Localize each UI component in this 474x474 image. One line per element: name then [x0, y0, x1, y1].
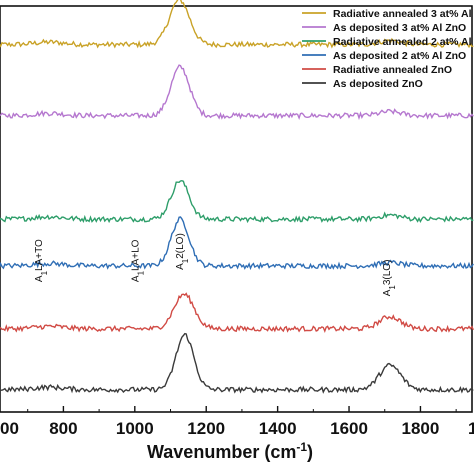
- peak-annotation-2: A1LA+LO: [130, 239, 145, 282]
- legend-label: Radiative annealed 3 at% Al ZnO: [333, 8, 474, 20]
- legend-entry-1: Radiative annealed 3 at% Al ZnO: [302, 8, 474, 20]
- legend-label: As deposited 2 at% Al ZnO: [333, 50, 466, 62]
- plot-frame: [0, 5, 473, 413]
- series-line-6: [0, 332, 474, 394]
- series-line-2: [0, 64, 474, 121]
- peak-annotation-4: A13(LO): [382, 260, 397, 297]
- x-tick-label-1200: 1200: [187, 419, 225, 438]
- legend: Radiative annealed 3 at% Al ZnO As deposi…: [302, 8, 474, 90]
- legend-entry-6: As deposited ZnO: [302, 78, 423, 90]
- legend-entry-3: Radiative annealed 2 at% Al ZnO: [302, 36, 474, 48]
- x-tick-label-1600: 1600: [330, 419, 368, 438]
- series-line-3: [0, 179, 474, 224]
- legend-label: As deposited 3 at% Al ZnO: [333, 22, 466, 34]
- legend-entry-4: As deposited 2 at% Al ZnO: [302, 50, 466, 62]
- x-axis-title-superscript: -1: [296, 440, 307, 454]
- x-axis-title: Wavenumber (cm-1): [147, 440, 313, 462]
- series-line-5: [0, 292, 474, 334]
- plot-area: [0, 5, 473, 413]
- legend-label: Radiative annealed 2 at% Al ZnO: [333, 36, 474, 48]
- x-tick-label-1400: 1400: [259, 419, 297, 438]
- legend-label: Radiative annealed ZnO: [333, 64, 452, 76]
- peak-annotation-3: A12(LO): [175, 233, 190, 270]
- series-layer: [0, 0, 474, 394]
- series-line-1: [0, 0, 474, 49]
- x-tick-label-partial-left: 00: [0, 419, 19, 438]
- x-axis: 800 1000 1200 1400 1600 1800 00 1: [0, 406, 474, 438]
- x-tick-label-1800: 1800: [402, 419, 440, 438]
- x-tick-label-800: 800: [49, 419, 77, 438]
- x-tick-label-partial-right: 1: [468, 419, 474, 438]
- x-tick-label-1000: 1000: [116, 419, 154, 438]
- x-axis-title-end: ): [307, 442, 313, 462]
- legend-label: As deposited ZnO: [333, 78, 423, 90]
- x-axis-title-text: Wavenumber (cm: [147, 442, 296, 462]
- peak-annotation-1: A1LA+TO: [34, 239, 49, 282]
- series-line-4: [0, 216, 474, 271]
- legend-entry-2: As deposited 3 at% Al ZnO: [302, 22, 466, 34]
- legend-entry-5: Radiative annealed ZnO: [302, 64, 452, 76]
- annotation-layer: A1LA+TO A1LA+LO A12(LO) A13(LO): [34, 233, 397, 296]
